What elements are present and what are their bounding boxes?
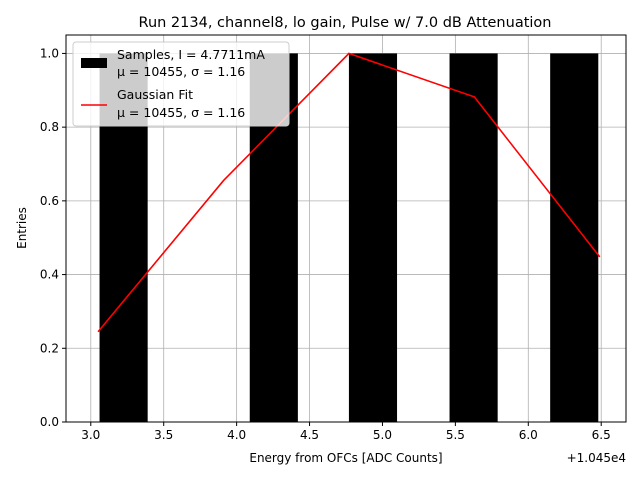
gaussian-fit-line [97,52,601,333]
x-axis-offset: +1.045e4 [567,451,626,465]
histogram-bar [449,53,498,423]
x-tick-label: 3.5 [154,428,173,442]
y-tick-label: 0.8 [40,120,59,134]
x-tick-label: 5.5 [446,428,465,442]
x-tick-label: 5.0 [373,428,392,442]
x-axis-label: Energy from OFCs [ADC Counts] [249,451,442,465]
x-axis: 3.0 3.5 4.0 4.5 5.0 5.5 6.0 6.5 [81,422,611,442]
legend-box [72,41,290,127]
plot-frame [65,34,627,423]
y-tick-label: 0.6 [40,194,59,208]
legend-label-samples: Samples, I = 4.7711mA [117,47,265,62]
fit-line-group [97,52,601,333]
y-axis: 0.0 0.2 0.4 0.6 0.8 1.0 [40,46,66,429]
legend: Samples, I = 4.7711mA μ = 10455, σ = 1.1… [72,41,290,127]
legend-sublabel-samples: μ = 10455, σ = 1.16 [117,64,245,79]
chart-title: Run 2134, channel8, lo gain, Pulse w/ 7.… [139,15,552,31]
x-tick-label: 4.0 [227,428,246,442]
y-tick-label: 0.2 [40,341,59,355]
x-tick-label: 4.5 [300,428,319,442]
legend-sublabel-fit: μ = 10455, σ = 1.16 [117,105,245,120]
x-tick-label: 6.5 [592,428,611,442]
y-tick-label: 0.4 [40,268,59,282]
legend-swatch-samples [81,58,107,68]
x-tick-label: 3.0 [81,428,100,442]
histogram-bar [348,53,398,423]
y-axis-label: Entries [15,207,29,249]
x-tick-label: 6.0 [519,428,538,442]
histogram-bar [550,53,599,423]
y-tick-label: 0.0 [40,415,59,429]
legend-label-fit: Gaussian Fit [117,87,193,102]
y-tick-label: 1.0 [40,46,59,60]
